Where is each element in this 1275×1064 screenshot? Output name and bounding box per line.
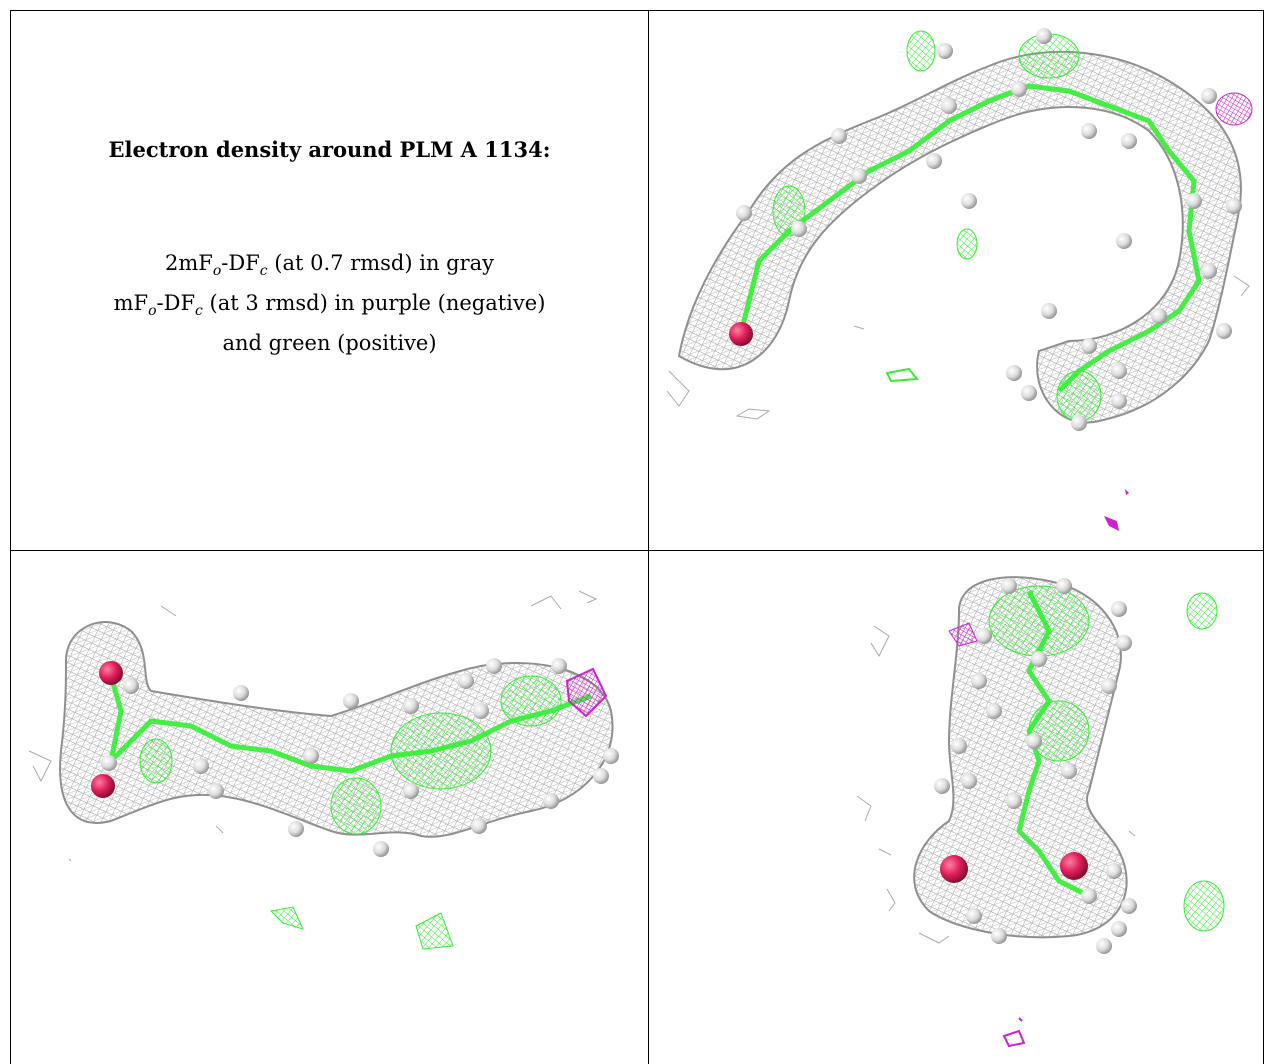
caption-title: Electron density around PLM A 1134:	[108, 137, 551, 162]
gray-density-mesh	[913, 576, 1128, 939]
legend-line-3: and green (positive)	[222, 331, 437, 356]
ligand-backbone	[108, 675, 592, 774]
caption-panel: Electron density around PLM A 1134: 2mFo…	[11, 11, 648, 550]
green-blobs	[988, 585, 1225, 932]
vertical-divider	[648, 10, 649, 1064]
density-view-bottom-right	[649, 551, 1263, 1064]
oxygen-atom	[729, 322, 753, 346]
stray-mesh	[666, 275, 1250, 420]
green-blobs	[139, 675, 562, 950]
density-view-icon	[666, 28, 1253, 531]
stray-mesh	[856, 625, 1136, 944]
horizontal-divider	[10, 550, 1264, 551]
density-view-bottom-left	[11, 551, 648, 1064]
density-view-icon	[28, 590, 619, 950]
ligand-backbone	[738, 83, 1202, 393]
hydrogen-atoms	[736, 28, 1242, 431]
oxygen-atom	[91, 661, 123, 798]
legend-line-1: 2mFo-DFc (at 0.7 rmsd) in gray	[164, 251, 495, 280]
density-view-top-right	[649, 11, 1263, 550]
purple-blobs	[948, 622, 1026, 1048]
legend-line-2: mFo-DFc (at 3 rmsd) in purple (negative)	[113, 291, 546, 320]
hydrogen-atoms	[101, 658, 619, 857]
stray-mesh	[28, 590, 598, 862]
purple-blobs	[565, 667, 608, 718]
gray-density-mesh	[677, 50, 1242, 424]
figure-grid	[10, 10, 1264, 1064]
hydrogen-atoms	[934, 578, 1137, 954]
oxygen-atom	[940, 852, 1088, 883]
density-view-icon	[856, 576, 1225, 1048]
gray-density-mesh	[59, 621, 614, 838]
purple-blobs	[1104, 92, 1253, 531]
caption-legend: 2mFo-DFc (at 0.7 rmsd) in gray mFo-DFc (…	[11, 247, 648, 359]
